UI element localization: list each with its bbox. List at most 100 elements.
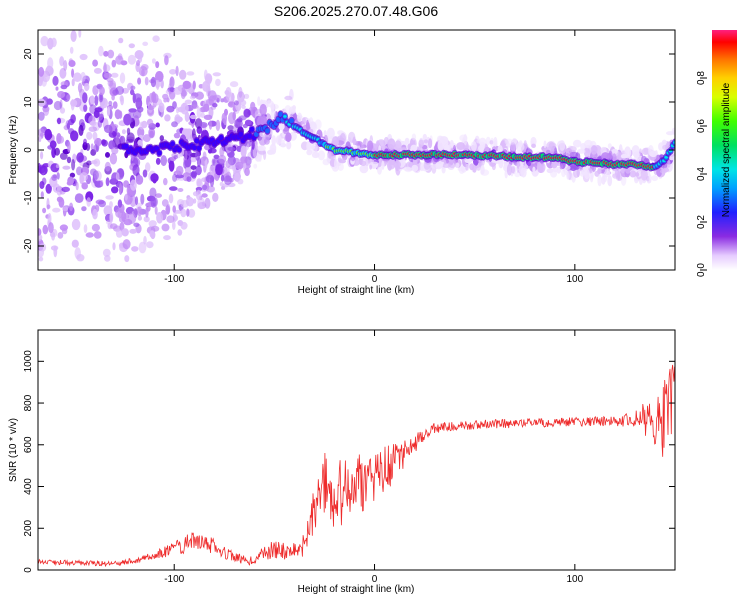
figure-title: S206.2025.270.07.48.G06 <box>274 3 438 19</box>
spectral-cell <box>63 60 68 71</box>
spectrogram-x-axis-label: Height of straight line (km) <box>298 285 415 296</box>
spectral-cell <box>511 166 515 174</box>
spectral-cell <box>115 208 124 218</box>
spectral-cell <box>381 160 385 170</box>
spectral-cell <box>309 122 316 129</box>
spectral-cell <box>208 148 217 154</box>
spectral-cell <box>423 139 429 144</box>
spectral-cell <box>269 103 279 110</box>
spectral-cell <box>282 126 290 135</box>
spectral-cell <box>68 60 76 67</box>
spectral-cell <box>83 224 88 234</box>
spectral-cell <box>81 182 88 190</box>
spectral-cell <box>94 137 102 147</box>
spectral-cell <box>239 99 247 106</box>
spectral-cell <box>212 192 219 202</box>
spectral-cell <box>161 223 170 232</box>
x-tick-label: 100 <box>566 274 583 285</box>
spectral-cell <box>202 151 207 161</box>
spectral-cell <box>132 164 140 176</box>
spectral-cell <box>179 69 187 80</box>
spectral-cell <box>395 158 400 170</box>
spectral-cell <box>102 248 111 257</box>
y-tick-label: 400 <box>23 478 34 495</box>
spectral-cell <box>177 220 184 226</box>
spectral-cell <box>127 54 136 65</box>
spectral-cell <box>150 196 157 208</box>
spectral-cell <box>258 150 266 155</box>
spectral-cell <box>114 109 122 120</box>
y-tick-label: 20 <box>23 48 34 60</box>
spectral-cell <box>134 196 139 206</box>
spectral-cell <box>476 139 481 144</box>
spectral-cell <box>202 184 208 191</box>
spectral-cell <box>98 113 104 124</box>
spectral-cell <box>93 144 99 153</box>
spectral-cell <box>311 151 320 159</box>
spectral-cell <box>141 69 145 77</box>
spectral-cell <box>317 150 326 161</box>
spectral-cell <box>150 76 157 88</box>
spectral-cell <box>175 165 184 176</box>
spectral-cell <box>82 92 88 104</box>
spectral-cell <box>92 59 98 67</box>
spectral-cell <box>629 170 637 178</box>
y-tick-label: 800 <box>23 394 34 411</box>
spectral-cell <box>71 68 75 78</box>
spectral-cell <box>62 165 71 170</box>
spectral-cell <box>584 168 590 180</box>
spectral-cell <box>302 124 311 131</box>
spectral-cell <box>54 147 60 156</box>
spectral-cell <box>245 119 252 126</box>
spectral-cell <box>42 224 49 235</box>
spectral-cell <box>506 163 513 176</box>
x-tick-label: -100 <box>164 274 184 285</box>
spectral-cell <box>411 133 417 141</box>
spectral-cell <box>115 55 124 65</box>
spectral-cell <box>71 239 79 248</box>
spectral-cell <box>155 71 164 83</box>
spectral-cell <box>143 134 151 143</box>
spectral-cell <box>275 135 282 145</box>
spectral-cell <box>326 127 335 139</box>
spectral-cell <box>146 241 154 249</box>
spectral-cell <box>74 193 84 204</box>
spectral-cell <box>656 167 662 177</box>
colorbar-ticks: 0.0 0.2 0.4 0.6 0.8 <box>696 71 707 277</box>
spectral-cell <box>257 96 261 106</box>
spectral-cell <box>84 82 90 92</box>
spectral-cell <box>146 118 154 126</box>
spectral-cell <box>377 165 382 175</box>
spectral-cell <box>141 120 148 129</box>
spectral-cell <box>75 181 79 191</box>
spectral-cell <box>171 121 178 128</box>
spectral-cell <box>143 216 150 223</box>
spectral-cell <box>633 151 640 159</box>
spectral-cell <box>91 223 100 232</box>
spectral-cell <box>459 134 468 142</box>
spectral-cell <box>151 58 156 64</box>
spectral-cell <box>78 124 84 136</box>
spectral-cell <box>119 216 126 223</box>
spectral-cell <box>590 145 598 155</box>
spectral-cell <box>177 229 183 236</box>
spectral-ridge <box>121 110 675 172</box>
spectral-cell <box>176 106 179 114</box>
spectral-cell <box>192 80 196 90</box>
ridge-core <box>664 156 668 159</box>
ridge-core <box>283 115 287 118</box>
spectral-cell <box>67 141 71 153</box>
spectral-cell <box>45 183 52 194</box>
spectral-cell <box>328 151 332 158</box>
spectral-cell <box>79 172 88 182</box>
spectral-cell <box>212 103 218 108</box>
spectral-cell <box>149 230 155 238</box>
spectral-cell <box>98 200 106 208</box>
spectral-cell <box>161 199 169 207</box>
spectral-cell <box>62 206 68 212</box>
spectral-cell <box>93 67 102 74</box>
spectral-cell <box>40 151 44 160</box>
spectral-cell <box>124 193 128 201</box>
ridge-band <box>247 133 253 139</box>
